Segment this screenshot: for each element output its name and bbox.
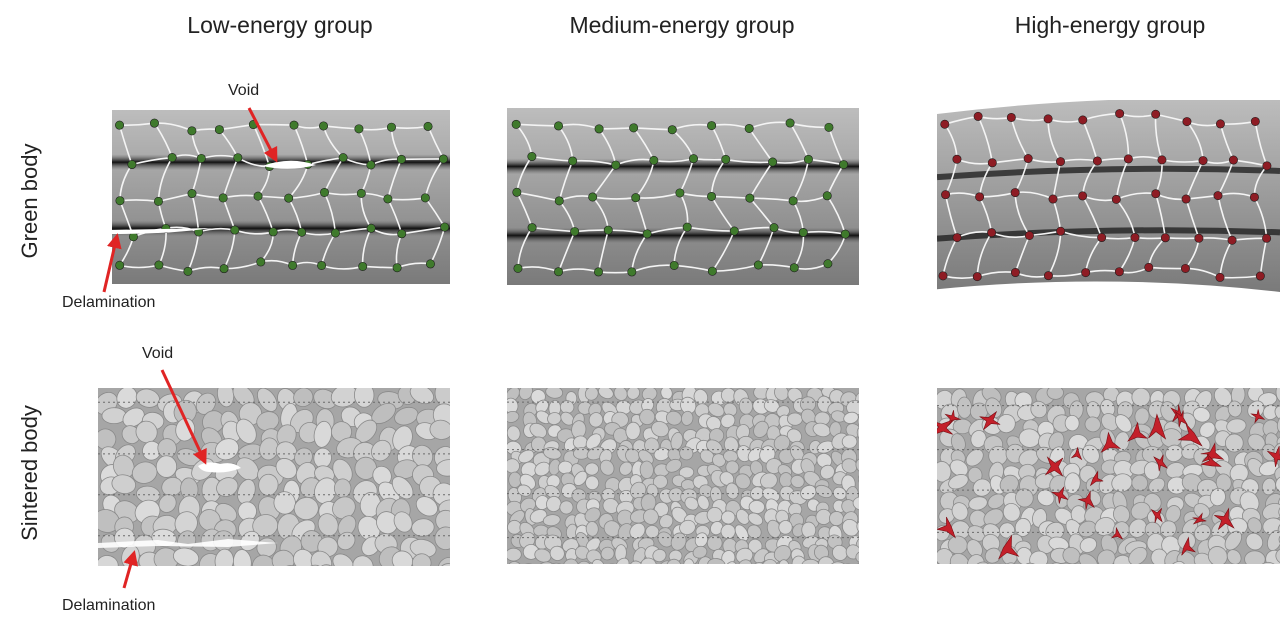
column-title-low: Low-energy group [187, 12, 373, 38]
green-body-medium-panel [507, 108, 859, 285]
void-label-sintered: Void [142, 345, 174, 362]
green-body-high-panel [937, 100, 1280, 292]
void-label-green: Void [228, 82, 260, 99]
sintered-body-low-panel [98, 388, 450, 566]
green-body-low-panel [112, 110, 450, 284]
delamination-label-sintered: Delamination [62, 597, 156, 614]
row-title-sintered-body: Sintered body [17, 405, 42, 541]
row-title-green-body: Green body [17, 143, 42, 259]
sintered-body-high-panel [937, 388, 1280, 564]
sintered-body-medium-panel [507, 388, 859, 564]
delamination-label-green: Delamination [62, 294, 156, 311]
column-title-high: High-energy group [1014, 12, 1206, 38]
column-title-medium: Medium-energy group [569, 12, 795, 38]
